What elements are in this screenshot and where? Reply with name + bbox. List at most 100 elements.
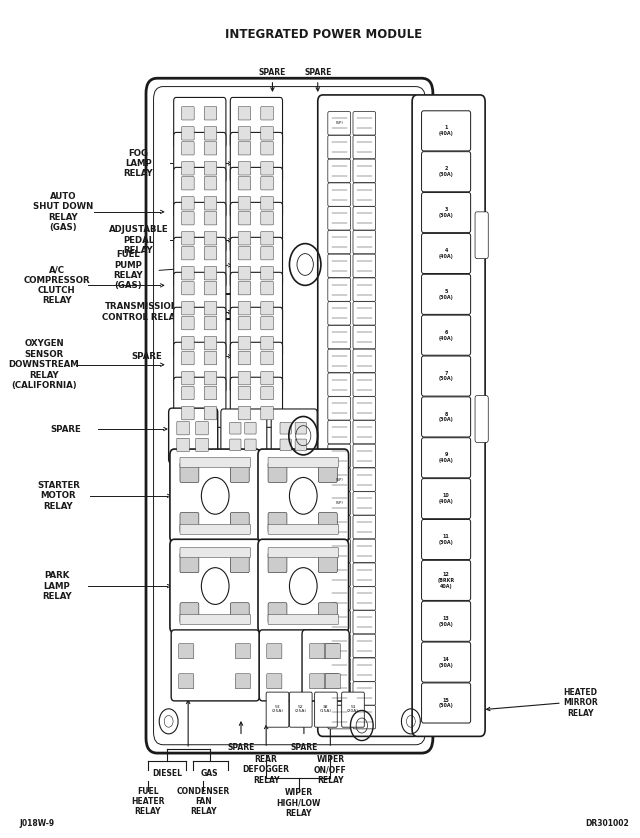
FancyBboxPatch shape [328, 111, 351, 135]
FancyBboxPatch shape [310, 674, 324, 689]
FancyBboxPatch shape [230, 168, 282, 218]
FancyBboxPatch shape [353, 254, 376, 277]
FancyBboxPatch shape [271, 409, 317, 463]
FancyBboxPatch shape [238, 177, 251, 190]
FancyBboxPatch shape [328, 325, 351, 349]
FancyBboxPatch shape [230, 202, 282, 252]
FancyBboxPatch shape [268, 603, 287, 623]
FancyBboxPatch shape [422, 683, 470, 723]
FancyBboxPatch shape [422, 520, 470, 560]
FancyBboxPatch shape [318, 552, 337, 572]
Text: 12
(BRKR
40A): 12 (BRKR 40A) [438, 572, 454, 588]
FancyBboxPatch shape [261, 317, 273, 330]
Text: STARTER
MOTOR
RELAY: STARTER MOTOR RELAY [37, 481, 80, 510]
FancyBboxPatch shape [328, 302, 351, 325]
FancyBboxPatch shape [261, 211, 273, 225]
FancyBboxPatch shape [353, 373, 376, 396]
FancyBboxPatch shape [230, 422, 241, 434]
FancyBboxPatch shape [328, 634, 351, 658]
FancyBboxPatch shape [422, 315, 470, 355]
FancyBboxPatch shape [173, 168, 226, 218]
FancyBboxPatch shape [180, 513, 199, 533]
FancyBboxPatch shape [204, 142, 217, 155]
FancyBboxPatch shape [342, 692, 364, 727]
Text: 3
(30A): 3 (30A) [439, 207, 454, 218]
FancyBboxPatch shape [230, 342, 282, 392]
FancyBboxPatch shape [182, 371, 194, 385]
FancyBboxPatch shape [261, 406, 273, 420]
FancyBboxPatch shape [328, 230, 351, 254]
FancyBboxPatch shape [230, 97, 282, 147]
FancyBboxPatch shape [261, 282, 273, 295]
Text: SPARE: SPARE [227, 743, 255, 752]
FancyBboxPatch shape [261, 371, 273, 385]
FancyBboxPatch shape [261, 246, 273, 260]
FancyBboxPatch shape [267, 644, 282, 659]
FancyBboxPatch shape [230, 463, 249, 483]
FancyBboxPatch shape [328, 396, 351, 420]
FancyBboxPatch shape [173, 272, 226, 323]
FancyBboxPatch shape [238, 266, 251, 280]
FancyBboxPatch shape [177, 438, 189, 452]
FancyBboxPatch shape [238, 337, 251, 350]
FancyBboxPatch shape [204, 246, 217, 260]
FancyBboxPatch shape [182, 106, 194, 120]
FancyBboxPatch shape [177, 422, 189, 435]
FancyBboxPatch shape [261, 386, 273, 400]
FancyBboxPatch shape [230, 237, 282, 287]
FancyBboxPatch shape [173, 308, 226, 357]
FancyBboxPatch shape [328, 682, 351, 705]
FancyBboxPatch shape [182, 246, 194, 260]
FancyBboxPatch shape [230, 272, 282, 323]
FancyBboxPatch shape [182, 211, 194, 225]
FancyBboxPatch shape [328, 468, 351, 491]
FancyBboxPatch shape [328, 349, 351, 373]
FancyBboxPatch shape [422, 561, 470, 600]
FancyBboxPatch shape [238, 231, 251, 245]
FancyBboxPatch shape [204, 266, 217, 280]
FancyBboxPatch shape [353, 444, 376, 468]
FancyBboxPatch shape [422, 193, 470, 233]
FancyBboxPatch shape [171, 630, 259, 701]
FancyBboxPatch shape [328, 136, 351, 158]
FancyBboxPatch shape [180, 458, 250, 468]
FancyBboxPatch shape [238, 406, 251, 420]
Text: 14
(30A): 14 (30A) [439, 657, 454, 668]
FancyBboxPatch shape [196, 422, 208, 435]
Text: 4
(40A): 4 (40A) [439, 248, 454, 259]
FancyBboxPatch shape [328, 159, 351, 183]
FancyBboxPatch shape [258, 449, 349, 543]
FancyBboxPatch shape [238, 371, 251, 385]
FancyBboxPatch shape [323, 644, 339, 659]
FancyBboxPatch shape [267, 674, 282, 689]
FancyBboxPatch shape [422, 274, 470, 314]
FancyBboxPatch shape [170, 540, 260, 633]
FancyBboxPatch shape [266, 692, 289, 727]
Text: GAS: GAS [201, 768, 218, 778]
FancyBboxPatch shape [328, 254, 351, 277]
FancyBboxPatch shape [422, 437, 470, 478]
Text: (SP): (SP) [335, 478, 343, 482]
Text: FUEL
HEATER
RELAY: FUEL HEATER RELAY [131, 787, 164, 816]
Text: 15
(50A): 15 (50A) [439, 697, 454, 708]
FancyBboxPatch shape [182, 197, 194, 210]
Text: 38
(15A): 38 (15A) [320, 705, 332, 713]
FancyBboxPatch shape [261, 162, 273, 175]
FancyBboxPatch shape [302, 630, 349, 701]
FancyBboxPatch shape [173, 377, 226, 427]
Text: (SP): (SP) [335, 122, 343, 126]
FancyBboxPatch shape [180, 603, 199, 623]
FancyBboxPatch shape [182, 162, 194, 175]
Text: A/C
COMPRESSOR
CLUTCH
RELAY: A/C COMPRESSOR CLUTCH RELAY [23, 266, 90, 306]
Text: 52
(25A): 52 (25A) [295, 705, 307, 713]
Text: CONDENSER
FAN
RELAY: CONDENSER FAN RELAY [177, 787, 230, 816]
Text: DR301002: DR301002 [586, 820, 629, 828]
FancyBboxPatch shape [182, 351, 194, 365]
Text: FUEL
PUMP
RELAY
(GAS): FUEL PUMP RELAY (GAS) [113, 251, 143, 291]
Text: AUTO
SHUT DOWN
RELAY
(GAS): AUTO SHUT DOWN RELAY (GAS) [33, 192, 93, 232]
FancyBboxPatch shape [328, 207, 351, 230]
FancyBboxPatch shape [182, 302, 194, 315]
FancyBboxPatch shape [323, 674, 339, 689]
FancyBboxPatch shape [170, 449, 260, 543]
FancyBboxPatch shape [204, 282, 217, 295]
